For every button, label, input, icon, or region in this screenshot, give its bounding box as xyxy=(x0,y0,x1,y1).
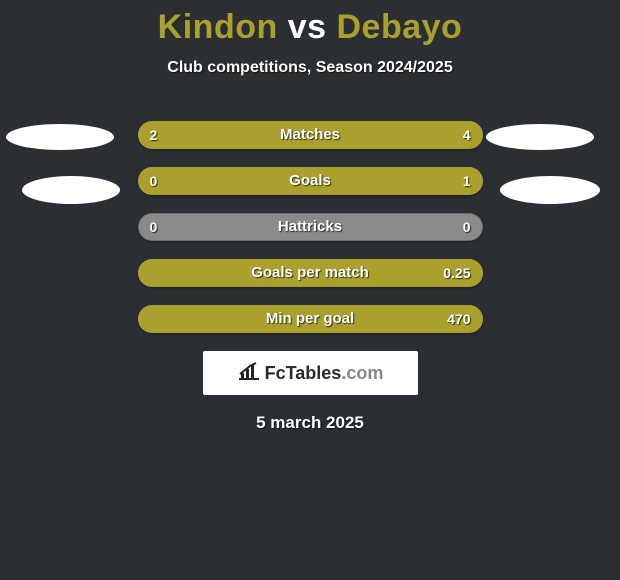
stat-row: 01Goals xyxy=(138,167,483,195)
logo-domain: com xyxy=(346,363,383,383)
site-logo: FcTables.com xyxy=(203,351,418,395)
stat-label: Hattricks xyxy=(138,213,483,241)
stat-row: 00Hattricks xyxy=(138,213,483,241)
stat-row: 470Min per goal xyxy=(138,305,483,333)
stat-row: 24Matches xyxy=(138,121,483,149)
stat-label: Goals xyxy=(138,167,483,195)
decorative-ellipse xyxy=(500,176,600,204)
stat-label: Matches xyxy=(138,121,483,149)
logo-brand: FcTables xyxy=(265,363,342,383)
subtitle: Club competitions, Season 2024/2025 xyxy=(0,59,620,77)
logo-text: FcTables.com xyxy=(265,363,384,384)
player2-name: Debayo xyxy=(336,8,462,46)
page-title: Kindon vs Debayo xyxy=(0,0,620,47)
decorative-ellipse xyxy=(486,124,594,150)
stat-label: Min per goal xyxy=(138,305,483,333)
player1-name: Kindon xyxy=(158,8,278,46)
stat-row: 0.25Goals per match xyxy=(138,259,483,287)
date-text: 5 march 2025 xyxy=(0,413,620,433)
decorative-ellipse xyxy=(6,124,114,150)
decorative-ellipse xyxy=(22,176,120,204)
vs-text: vs xyxy=(288,8,327,46)
chart-icon xyxy=(237,361,261,386)
stat-label: Goals per match xyxy=(138,259,483,287)
comparison-chart: 24Matches 01Goals 00Hattricks 0.25Goals per… xyxy=(138,121,483,333)
